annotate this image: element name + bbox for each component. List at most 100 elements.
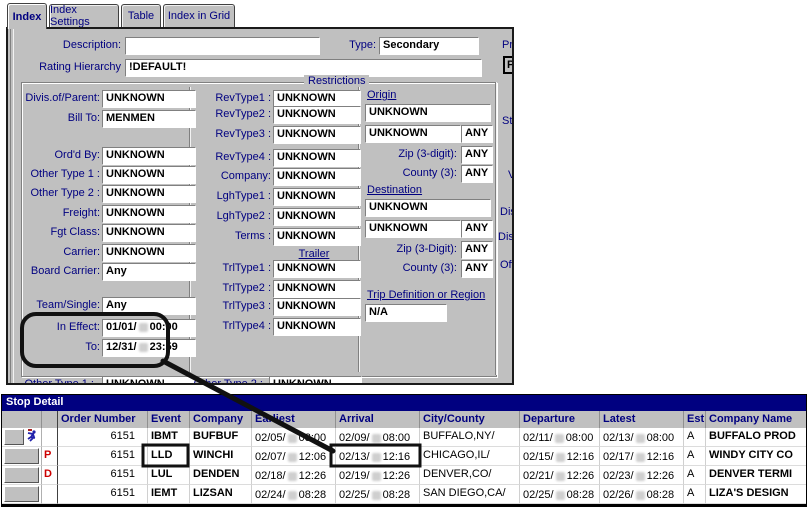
departure-cell: 02/21/12:26 — [520, 466, 600, 485]
tab-table[interactable]: Table — [121, 4, 161, 27]
col-header-order-number[interactable]: Order Number — [58, 411, 148, 428]
company-cell: DENDEN — [190, 466, 252, 485]
clipped-button[interactable]: P — [503, 56, 512, 74]
time-text: 08:28 — [566, 489, 595, 501]
ordd-by-field[interactable]: UNKNOWN — [102, 147, 196, 165]
carrier-field[interactable]: UNKNOWN — [102, 244, 196, 262]
order-number-cell: 6151 — [58, 447, 148, 466]
trltype2-label: TrlType2 : — [222, 282, 272, 294]
other-type2-field[interactable]: UNKNOWN — [102, 185, 196, 203]
revtype4-label: RevType4 : — [215, 151, 271, 163]
destination-location2-field[interactable]: UNKNOWN — [365, 220, 461, 238]
description-field[interactable] — [125, 37, 320, 55]
stop-label-clipped: Sto — [502, 115, 513, 127]
right-panel-divider — [495, 82, 497, 375]
to-field[interactable]: 12/31/23:59 — [102, 339, 196, 357]
team-single-field[interactable]: Any — [102, 297, 196, 315]
city-county-cell: CHICAGO,IL/ — [420, 447, 520, 466]
row-selector-cell[interactable] — [2, 466, 42, 485]
divis-of-parent-field[interactable]: UNKNOWN — [102, 90, 196, 108]
revtype3-field[interactable]: UNKNOWN — [273, 126, 361, 144]
trip-definition-field[interactable]: N/A — [365, 304, 447, 322]
stop-row-4[interactable]: 6151 IEMT LIZSAN 02/24/08:28 02/25/08:28… — [2, 485, 806, 504]
row-selector-button[interactable] — [4, 467, 39, 483]
trltype4-field[interactable]: UNKNOWN — [273, 318, 361, 336]
destination-link[interactable]: Destination — [367, 184, 423, 196]
stop-row-2[interactable]: P 6151 LLD WINCHI 02/07/12:06 02/13/12:1… — [2, 447, 806, 466]
fgt-class-field[interactable]: UNKNOWN — [102, 224, 196, 242]
redacted-year — [371, 471, 381, 481]
destination-county-field[interactable]: ANY — [461, 260, 493, 278]
origin-link[interactable]: Origin — [367, 89, 397, 101]
trltype2-field[interactable]: UNKNOWN — [273, 280, 361, 298]
tab-index-in-grid[interactable]: Index in Grid — [163, 4, 235, 27]
time-text: 12:16 — [382, 451, 411, 463]
company-label: Company: — [220, 170, 271, 182]
freight-field[interactable]: UNKNOWN — [102, 205, 196, 223]
col-header-city-county[interactable]: City/County — [420, 411, 520, 428]
row-selector-button[interactable] — [4, 429, 24, 445]
date-text: 02/26/ — [603, 489, 634, 501]
company-field[interactable]: UNKNOWN — [273, 168, 361, 186]
destination-zip-field[interactable]: ANY — [461, 241, 493, 259]
origin-location2-field[interactable]: UNKNOWN — [365, 125, 461, 143]
time-text: 08:00 — [565, 432, 594, 444]
tab-index-settings[interactable]: Index Settings — [49, 4, 119, 28]
lghtype1-field[interactable]: UNKNOWN — [273, 188, 361, 206]
origin-zip-field[interactable]: ANY — [461, 146, 493, 164]
trailer-section-link[interactable]: Trailer — [298, 248, 330, 260]
bottom-clipped-field-2[interactable]: UNKNOWN — [269, 376, 362, 383]
row-selector-button[interactable] — [4, 448, 39, 464]
time-text: 08:28 — [382, 489, 411, 501]
type-field[interactable]: Secondary — [379, 37, 479, 55]
time-text: 08:00 — [298, 432, 327, 444]
terms-field[interactable]: UNKNOWN — [273, 228, 361, 246]
lghtype2-field[interactable]: UNKNOWN — [273, 208, 361, 226]
col-header-departure[interactable]: Departure — [520, 411, 600, 428]
in-effect-label: In Effect: — [56, 321, 100, 333]
company-name-cell: LIZA'S DESIGN — [706, 485, 806, 504]
destination-location-field[interactable]: UNKNOWN — [365, 199, 491, 217]
revtype4-field[interactable]: UNKNOWN — [273, 149, 361, 167]
origin-location-field[interactable]: UNKNOWN — [365, 104, 491, 122]
company-cell: BUFBUF — [190, 428, 252, 447]
row-selector-button[interactable] — [4, 486, 39, 502]
stop-row-1[interactable]: 6151 IBMT BUFBUF 02/05/08:00 02/09/08:00… — [2, 428, 806, 447]
trltype3-field[interactable]: UNKNOWN — [273, 298, 361, 316]
to-date: 12/31/ — [106, 341, 137, 353]
runner-icon — [27, 429, 36, 442]
departure-cell: 02/11/08:00 — [520, 428, 600, 447]
date-text: 02/15/ — [523, 451, 554, 463]
tab-index[interactable]: Index — [7, 3, 47, 29]
col-header-arrival[interactable]: Arrival — [336, 411, 420, 428]
row-selector-cell[interactable] — [2, 447, 42, 466]
trip-definition-link[interactable]: Trip Definition or Region — [367, 289, 486, 301]
redacted-year — [371, 452, 381, 462]
rating-hierarchy-field[interactable]: !DEFAULT! — [125, 59, 482, 77]
col-header-earliest[interactable]: Earliest — [252, 411, 336, 428]
other-type1-field[interactable]: UNKNOWN — [102, 166, 196, 184]
col-header-event[interactable]: Event — [148, 411, 190, 428]
restrictions-groupbox: Restrictions Divis.of/Parent: UNKNOWN Bi… — [21, 75, 497, 377]
board-carrier-label: Board Carrier: — [30, 265, 100, 277]
in-effect-field[interactable]: 01/01/00:00 — [102, 319, 196, 337]
row-selector-cell[interactable] — [2, 485, 42, 504]
date-text: 02/21/ — [523, 470, 554, 482]
trltype1-field[interactable]: UNKNOWN — [273, 260, 361, 278]
col-header-est[interactable]: Est — [684, 411, 706, 428]
destination-any-field[interactable]: ANY — [461, 220, 493, 238]
origin-any-field[interactable]: ANY — [461, 125, 493, 143]
board-carrier-field[interactable]: Any — [102, 263, 196, 281]
bill-to-field[interactable]: MENMEN — [102, 110, 196, 128]
time-text: 08:00 — [382, 432, 411, 444]
col-header-company-name[interactable]: Company Name — [709, 413, 793, 425]
origin-county-field[interactable]: ANY — [461, 165, 493, 183]
col-header-company[interactable]: Company — [190, 411, 252, 428]
row-selector-cell[interactable] — [2, 428, 42, 447]
company-cell: LIZSAN — [190, 485, 252, 504]
revtype2-field[interactable]: UNKNOWN — [273, 106, 361, 124]
redacted-year — [287, 490, 297, 500]
col-header-latest[interactable]: Latest — [600, 411, 684, 428]
v-label-clipped: V — [508, 169, 512, 181]
stop-row-3[interactable]: D 6151 LUL DENDEN 02/18/12:26 02/19/12:2… — [2, 466, 806, 485]
